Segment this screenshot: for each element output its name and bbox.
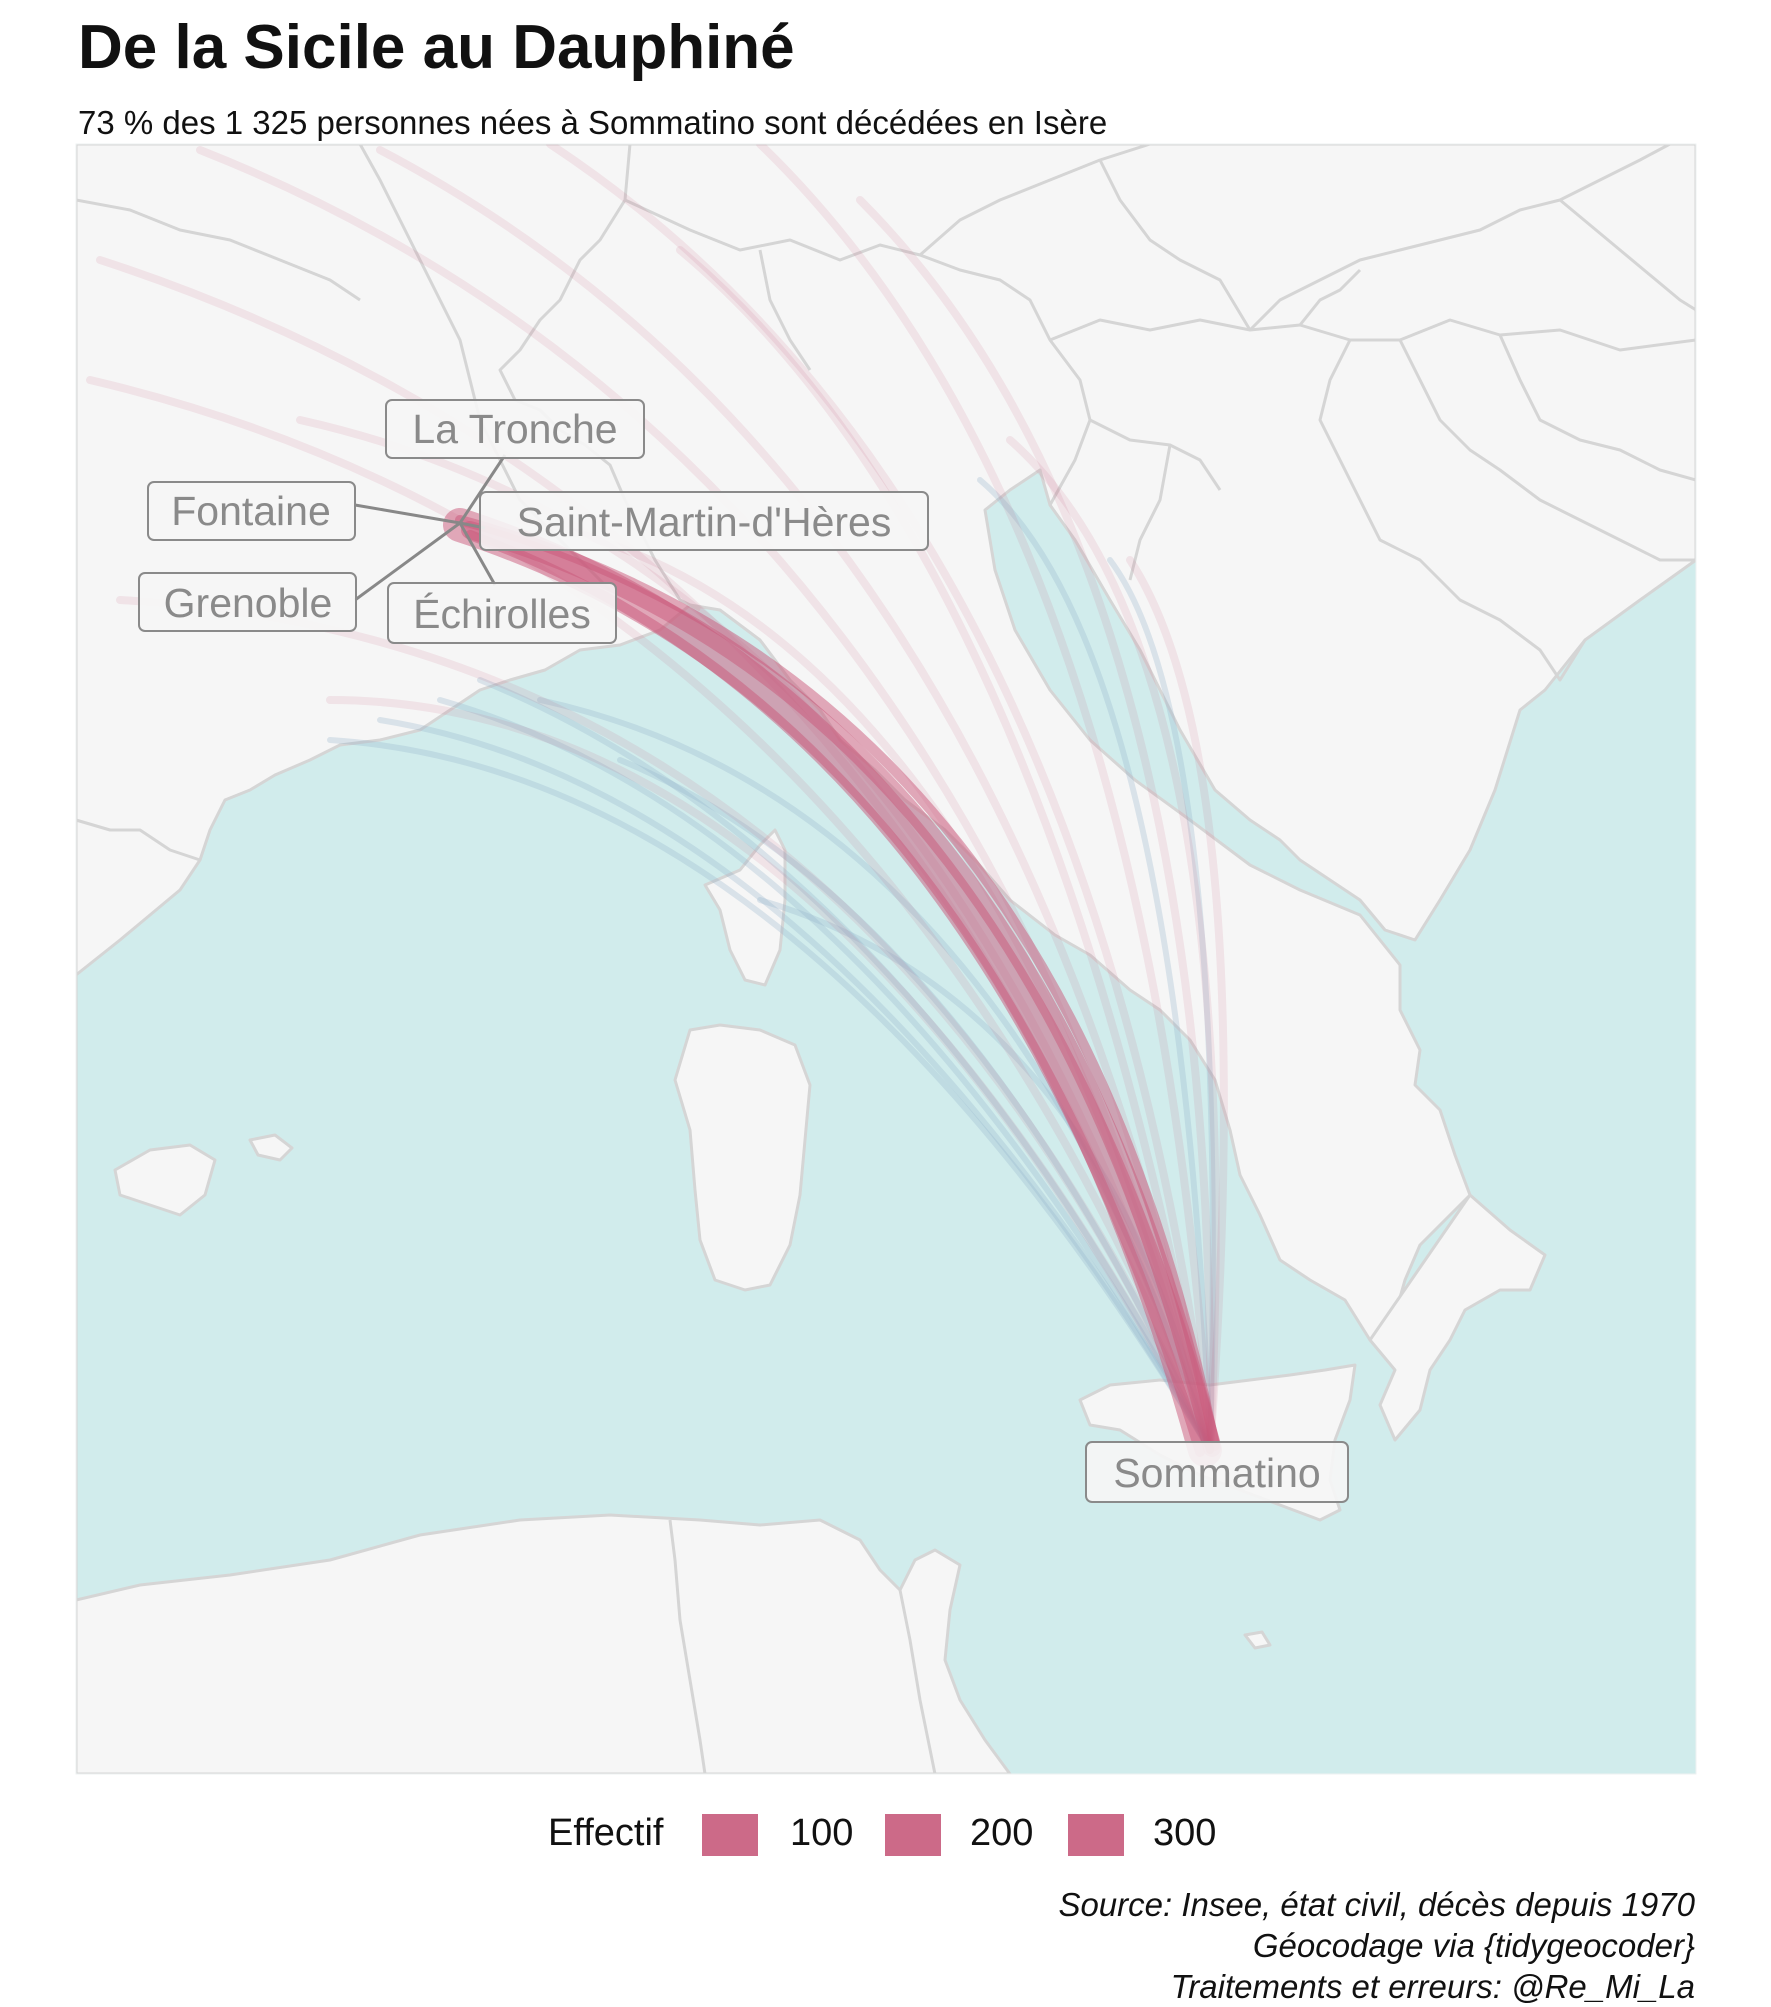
caption-geocoding: Géocodage via {tidygeocoder} bbox=[1252, 1927, 1695, 1964]
place-labels: La Tronche Fontaine Saint-Martin-d'Hères… bbox=[138, 399, 1349, 1503]
label-grenoble-text: Grenoble bbox=[164, 580, 333, 626]
legend-key-200 bbox=[885, 1814, 941, 1856]
land-sardinia bbox=[673, 1023, 812, 1292]
caption-source: Source: Insee, état civil, décès depuis … bbox=[1058, 1886, 1695, 1923]
label-saint-martin-dheres: Saint-Martin-d'Hères bbox=[479, 491, 929, 551]
land-menorca bbox=[248, 1133, 294, 1162]
legend-key-300 bbox=[1068, 1814, 1124, 1856]
label-la-tronche: La Tronche bbox=[385, 399, 645, 459]
label-echirolles: Échirolles bbox=[387, 582, 617, 644]
label-grenoble: Grenoble bbox=[138, 572, 357, 632]
country-borders bbox=[76, 144, 1696, 1774]
leader-lines bbox=[354, 454, 507, 602]
legend-label-300: 300 bbox=[1153, 1812, 1217, 1854]
migration-map: La Tronche Fontaine Saint-Martin-d'Hères… bbox=[75, 143, 1697, 1775]
panel-border bbox=[75, 143, 1697, 1775]
legend-key-100 bbox=[702, 1814, 758, 1856]
label-fontaine: Fontaine bbox=[147, 481, 356, 541]
flow-lines bbox=[86, 144, 1228, 1467]
land-mallorca bbox=[113, 1143, 217, 1217]
legend-label-100: 100 bbox=[790, 1812, 854, 1854]
label-echirolles-text: Échirolles bbox=[413, 591, 591, 637]
label-la-tronche-text: La Tronche bbox=[412, 406, 617, 452]
caption-credits: Traitements et erreurs: @Re_Mi_La bbox=[1170, 1968, 1695, 2005]
legend-label-200: 200 bbox=[970, 1812, 1034, 1854]
legend-title: Effectif bbox=[548, 1812, 664, 1854]
land-malta bbox=[1243, 1630, 1272, 1650]
label-saint-martin-text: Saint-Martin-d'Hères bbox=[517, 499, 892, 545]
legend: Effectif 100 200 300 bbox=[0, 1806, 1771, 1866]
map-subtitle: 73 % des 1 325 personnes nées à Sommatin… bbox=[78, 104, 1108, 141]
land-north-africa bbox=[76, 1513, 1012, 1774]
map-title: De la Sicile au Dauphiné bbox=[78, 13, 795, 82]
label-sommatino: Sommatino bbox=[1085, 1441, 1349, 1503]
caption: Source: Insee, état civil, décès depuis … bbox=[1058, 1884, 1695, 2007]
land-corsica bbox=[703, 828, 787, 987]
land-south-italy bbox=[1368, 1193, 1547, 1442]
label-fontaine-text: Fontaine bbox=[171, 488, 331, 534]
label-sommatino-text: Sommatino bbox=[1113, 1450, 1320, 1496]
